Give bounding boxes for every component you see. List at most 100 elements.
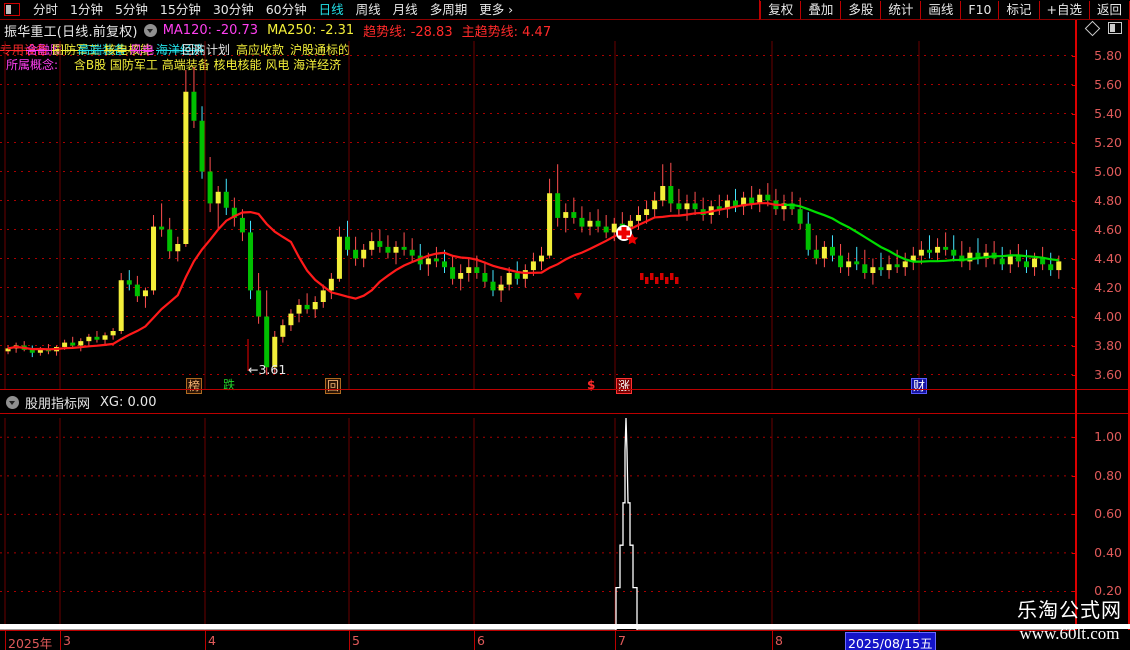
concept-tag-3[interactable]: 高端装备: [78, 43, 127, 55]
price-tick-5: 4.80: [1094, 192, 1122, 208]
chart-marker-row: 榜跌回 $ 涨财: [0, 378, 1075, 394]
indicator-chart-pane[interactable]: [0, 418, 1075, 630]
price-tick-mark-9: [1072, 316, 1077, 318]
toolbar-button-4[interactable]: 画线: [921, 0, 962, 19]
indicator-tick-2: 0.60: [1094, 506, 1122, 522]
price-tick-6: 4.60: [1094, 221, 1122, 237]
indicator-value-number: 0.00: [127, 394, 157, 410]
date-tick-0: 2025年: [8, 636, 53, 650]
period-tab-4[interactable]: 30分钟: [212, 1, 254, 17]
indicator-name: 股朋指标网: [25, 396, 91, 412]
period-toolbar: 分时 1分钟 5分钟 15分钟 30分钟 60分钟 日线 周线 月线 多周期 更多 › 复权 叠加 多股…: [0, 0, 1130, 20]
indicator-tick-mark-3: [1072, 552, 1077, 554]
concept-tag-6[interactable]: 海洋经济: [156, 43, 205, 55]
period-tab-7[interactable]: 周线: [355, 1, 381, 17]
price-tick-mark-4: [1072, 171, 1077, 173]
ma250-value: -2.31: [320, 22, 355, 38]
date-axis: 2025年34567892025/08/15五: [0, 630, 1075, 650]
chart-marker-3[interactable]: $: [587, 378, 596, 392]
panel-layout-icon[interactable]: [1108, 22, 1122, 34]
concept-tags-overlap-row: 专用设备 含融股 国防军工 高端装备 核电核能 风电 海洋经济 回购计划 高应收款 沪股通标的: [0, 41, 1130, 55]
panel-icon[interactable]: [4, 3, 20, 16]
main-trend-label: 主趋势线:: [461, 24, 518, 40]
indicator-value: XG: 0.00: [100, 395, 156, 410]
date-tick-5: 7: [618, 633, 626, 648]
period-tab-2[interactable]: 5分钟: [114, 1, 148, 17]
ma120-legend: MA120: -20.73: [163, 23, 258, 38]
stock-title-row: 振华重工(日线.前复权) MA120: -20.73 MA250: -2.31 …: [0, 20, 1130, 40]
price-tick-mark-0: [1072, 55, 1077, 57]
period-tab-6[interactable]: 日线: [318, 1, 344, 17]
date-cursor-highlight[interactable]: 2025/08/15五: [845, 632, 936, 650]
indicator-tick-mark-2: [1072, 514, 1077, 516]
date-tick-2: 4: [208, 633, 216, 648]
concept-tag-4[interactable]: 核电核能: [104, 43, 153, 55]
date-gridline-5: [615, 631, 616, 650]
concept-tag-9[interactable]: 沪股通标的: [290, 43, 351, 55]
price-tick-8: 4.20: [1094, 279, 1122, 295]
period-tab-1[interactable]: 1分钟: [70, 1, 103, 17]
period-tab-3[interactable]: 15分钟: [159, 1, 201, 17]
concept-tag-8[interactable]: 高应收款: [236, 43, 285, 55]
date-gridline-4: [474, 631, 475, 650]
concept-tag-0[interactable]: 专用设备: [0, 43, 49, 55]
toolbar-button-1[interactable]: 叠加: [801, 0, 842, 19]
toolbar-button-0[interactable]: 复权: [760, 0, 802, 19]
toolbar-button-6[interactable]: 标记: [999, 0, 1040, 19]
period-tab-8[interactable]: 月线: [392, 1, 418, 17]
indicator-tick-mark-4: [1072, 591, 1077, 593]
price-chart-svg: [0, 41, 1075, 389]
toolbar-button-2[interactable]: 多股: [841, 0, 882, 19]
price-tick-mark-6: [1072, 229, 1077, 231]
toolbar-button-7[interactable]: +自选: [1040, 0, 1090, 19]
ma250-label: MA250:: [267, 22, 317, 38]
price-tick-mark-7: [1072, 258, 1077, 260]
toolbar-button-8[interactable]: 返回: [1090, 0, 1130, 19]
chevron-down-icon[interactable]: [143, 23, 157, 37]
concept-tag-1[interactable]: 含融股: [26, 43, 63, 55]
price-tick-10: 3.80: [1094, 337, 1122, 353]
date-tick-3: 5: [352, 633, 360, 648]
period-tab-5[interactable]: 60分钟: [265, 1, 307, 17]
indicator-divider: [0, 413, 1130, 414]
date-tick-1: 3: [63, 633, 71, 648]
concept-tag-5[interactable]: 风电: [130, 43, 155, 55]
pane-divider: [0, 389, 1130, 390]
ma120-value: -20.73: [216, 22, 259, 38]
indicator-chart-svg: [0, 418, 1075, 630]
price-tick-mark-10: [1072, 345, 1077, 347]
date-tick-4: 6: [477, 633, 485, 648]
indicator-tick-0: 1.00: [1094, 429, 1122, 445]
toolbar-button-3[interactable]: 统计: [881, 0, 922, 19]
period-tab-10[interactable]: 更多 ›: [479, 1, 514, 17]
date-gridline-2: [205, 631, 206, 650]
toolbar-button-5[interactable]: F10: [961, 0, 1000, 19]
period-tab-9[interactable]: 多周期: [429, 1, 468, 17]
price-tick-3: 5.20: [1094, 134, 1122, 150]
price-tick-mark-2: [1072, 113, 1077, 115]
concept-tag-2[interactable]: 国防军工: [52, 43, 101, 55]
date-gridline-0: [5, 631, 6, 650]
price-tick-4: 5.00: [1094, 163, 1122, 179]
trend-label: 趋势线:: [363, 24, 407, 40]
price-tick-11: 3.60: [1094, 366, 1122, 382]
price-tick-mark-1: [1072, 84, 1077, 86]
ma120-label: MA120:: [162, 22, 212, 38]
chart-marker-4[interactable]: 涨: [616, 378, 633, 394]
price-tick-mark-11: [1072, 374, 1077, 376]
price-tick-9: 4.00: [1094, 308, 1122, 324]
date-gridline-3: [349, 631, 350, 650]
price-chart-pane[interactable]: [0, 41, 1075, 389]
indicator-tick-1: 0.80: [1094, 467, 1122, 483]
concept-tag-7[interactable]: 回购计划: [182, 43, 231, 55]
chart-marker-1[interactable]: 跌: [223, 378, 236, 392]
price-tick-mark-5: [1072, 200, 1077, 202]
price-tick-mark-3: [1072, 142, 1077, 144]
price-tick-1: 5.60: [1094, 76, 1122, 92]
chevron-down-icon-indicator[interactable]: [6, 395, 19, 409]
ma250-legend: MA250: -2.31: [267, 23, 354, 38]
period-tab-0[interactable]: 分时: [33, 1, 59, 17]
date-gridline-1: [60, 631, 61, 650]
price-tick-mark-8: [1072, 287, 1077, 289]
